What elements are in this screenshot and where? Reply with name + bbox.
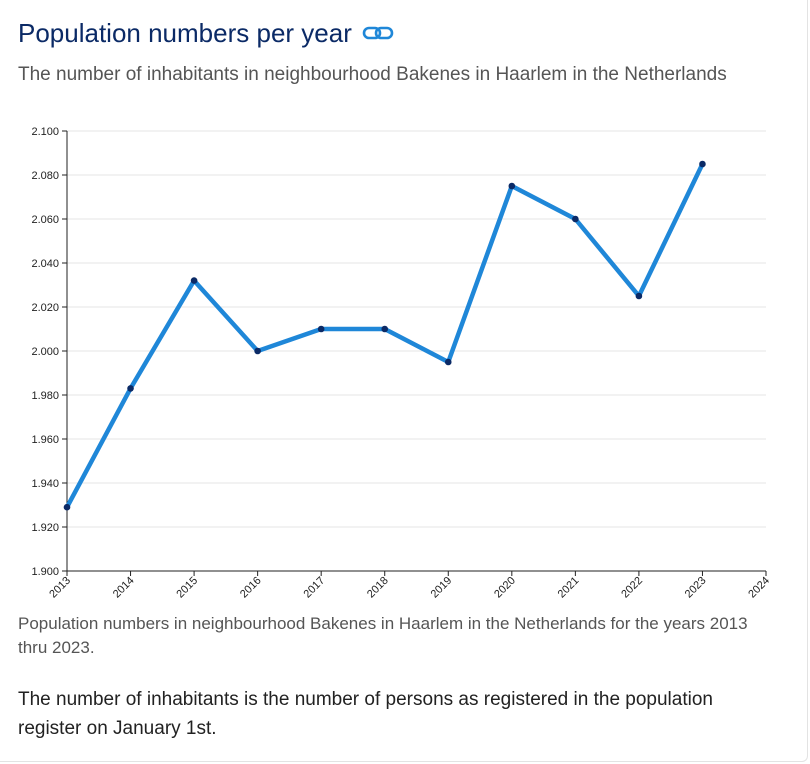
grid-lines xyxy=(67,130,766,572)
data-point[interactable] xyxy=(317,325,325,333)
data-point[interactable] xyxy=(254,347,261,355)
x-tick-label: 2021 xyxy=(556,575,582,601)
x-axis-ticks: 2013 2014 2015 2016 2017 2018 2019 2020 2021 2022… xyxy=(47,571,772,600)
x-tick-label: 2024 xyxy=(746,575,772,601)
data-point[interactable] xyxy=(699,160,706,168)
x-tick-label: 2014 xyxy=(111,575,137,601)
x-tick-label: 2020 xyxy=(492,575,518,601)
chart-caption: Population numbers in neighbourhood Bake… xyxy=(18,614,748,657)
x-tick-label: 2019 xyxy=(429,575,455,601)
y-tick-label: 2.020 xyxy=(31,302,59,314)
series-points xyxy=(63,160,706,511)
data-point[interactable] xyxy=(381,325,389,333)
y-tick-label: 1.980 xyxy=(31,390,59,402)
series-line-layer xyxy=(64,161,705,510)
y-tick-label: 1.900 xyxy=(31,566,59,578)
x-tick-label: 2015 xyxy=(174,575,200,601)
y-tick-label: 2.100 xyxy=(31,126,59,138)
x-tick-label: 2016 xyxy=(238,575,264,601)
link-icon[interactable] xyxy=(362,23,396,43)
y-tick-label: 2.040 xyxy=(31,258,59,270)
y-tick-label: 2.000 xyxy=(31,346,59,358)
y-tick-label: 2.080 xyxy=(31,170,59,182)
data-point[interactable] xyxy=(63,503,71,511)
data-point[interactable] xyxy=(444,358,452,366)
data-point[interactable] xyxy=(635,292,643,300)
data-point[interactable] xyxy=(572,215,579,223)
y-tick-label: 1.920 xyxy=(31,522,59,534)
x-tick-label: 2023 xyxy=(683,575,709,601)
data-point[interactable] xyxy=(190,277,198,284)
y-tick-label: 1.960 xyxy=(31,434,59,446)
y-tick-label: 1.940 xyxy=(31,478,59,490)
chart-subtitle: The number of inhabitants in neighbourho… xyxy=(18,64,727,85)
definition-note: The number of inhabitants is the number … xyxy=(18,689,713,739)
x-tick-label: 2017 xyxy=(302,575,328,601)
data-point[interactable] xyxy=(127,385,134,392)
population-line-chart: 1.900 1.920 1.940 1.960 1.980 2.000 2.020 2.040… xyxy=(31,126,772,600)
data-point[interactable] xyxy=(508,182,516,190)
title-row: Population numbers per year xyxy=(18,16,396,50)
x-tick-label: 2022 xyxy=(619,575,645,601)
series-line xyxy=(64,161,705,510)
x-tick-label: 2018 xyxy=(365,575,391,601)
y-axis-ticks: 1.900 1.920 1.940 1.960 1.980 2.000 2.020 2.040… xyxy=(31,126,67,578)
page-title: Population numbers per year xyxy=(18,18,352,48)
x-tick-label: 2013 xyxy=(47,575,73,601)
y-tick-label: 2.060 xyxy=(31,214,59,226)
